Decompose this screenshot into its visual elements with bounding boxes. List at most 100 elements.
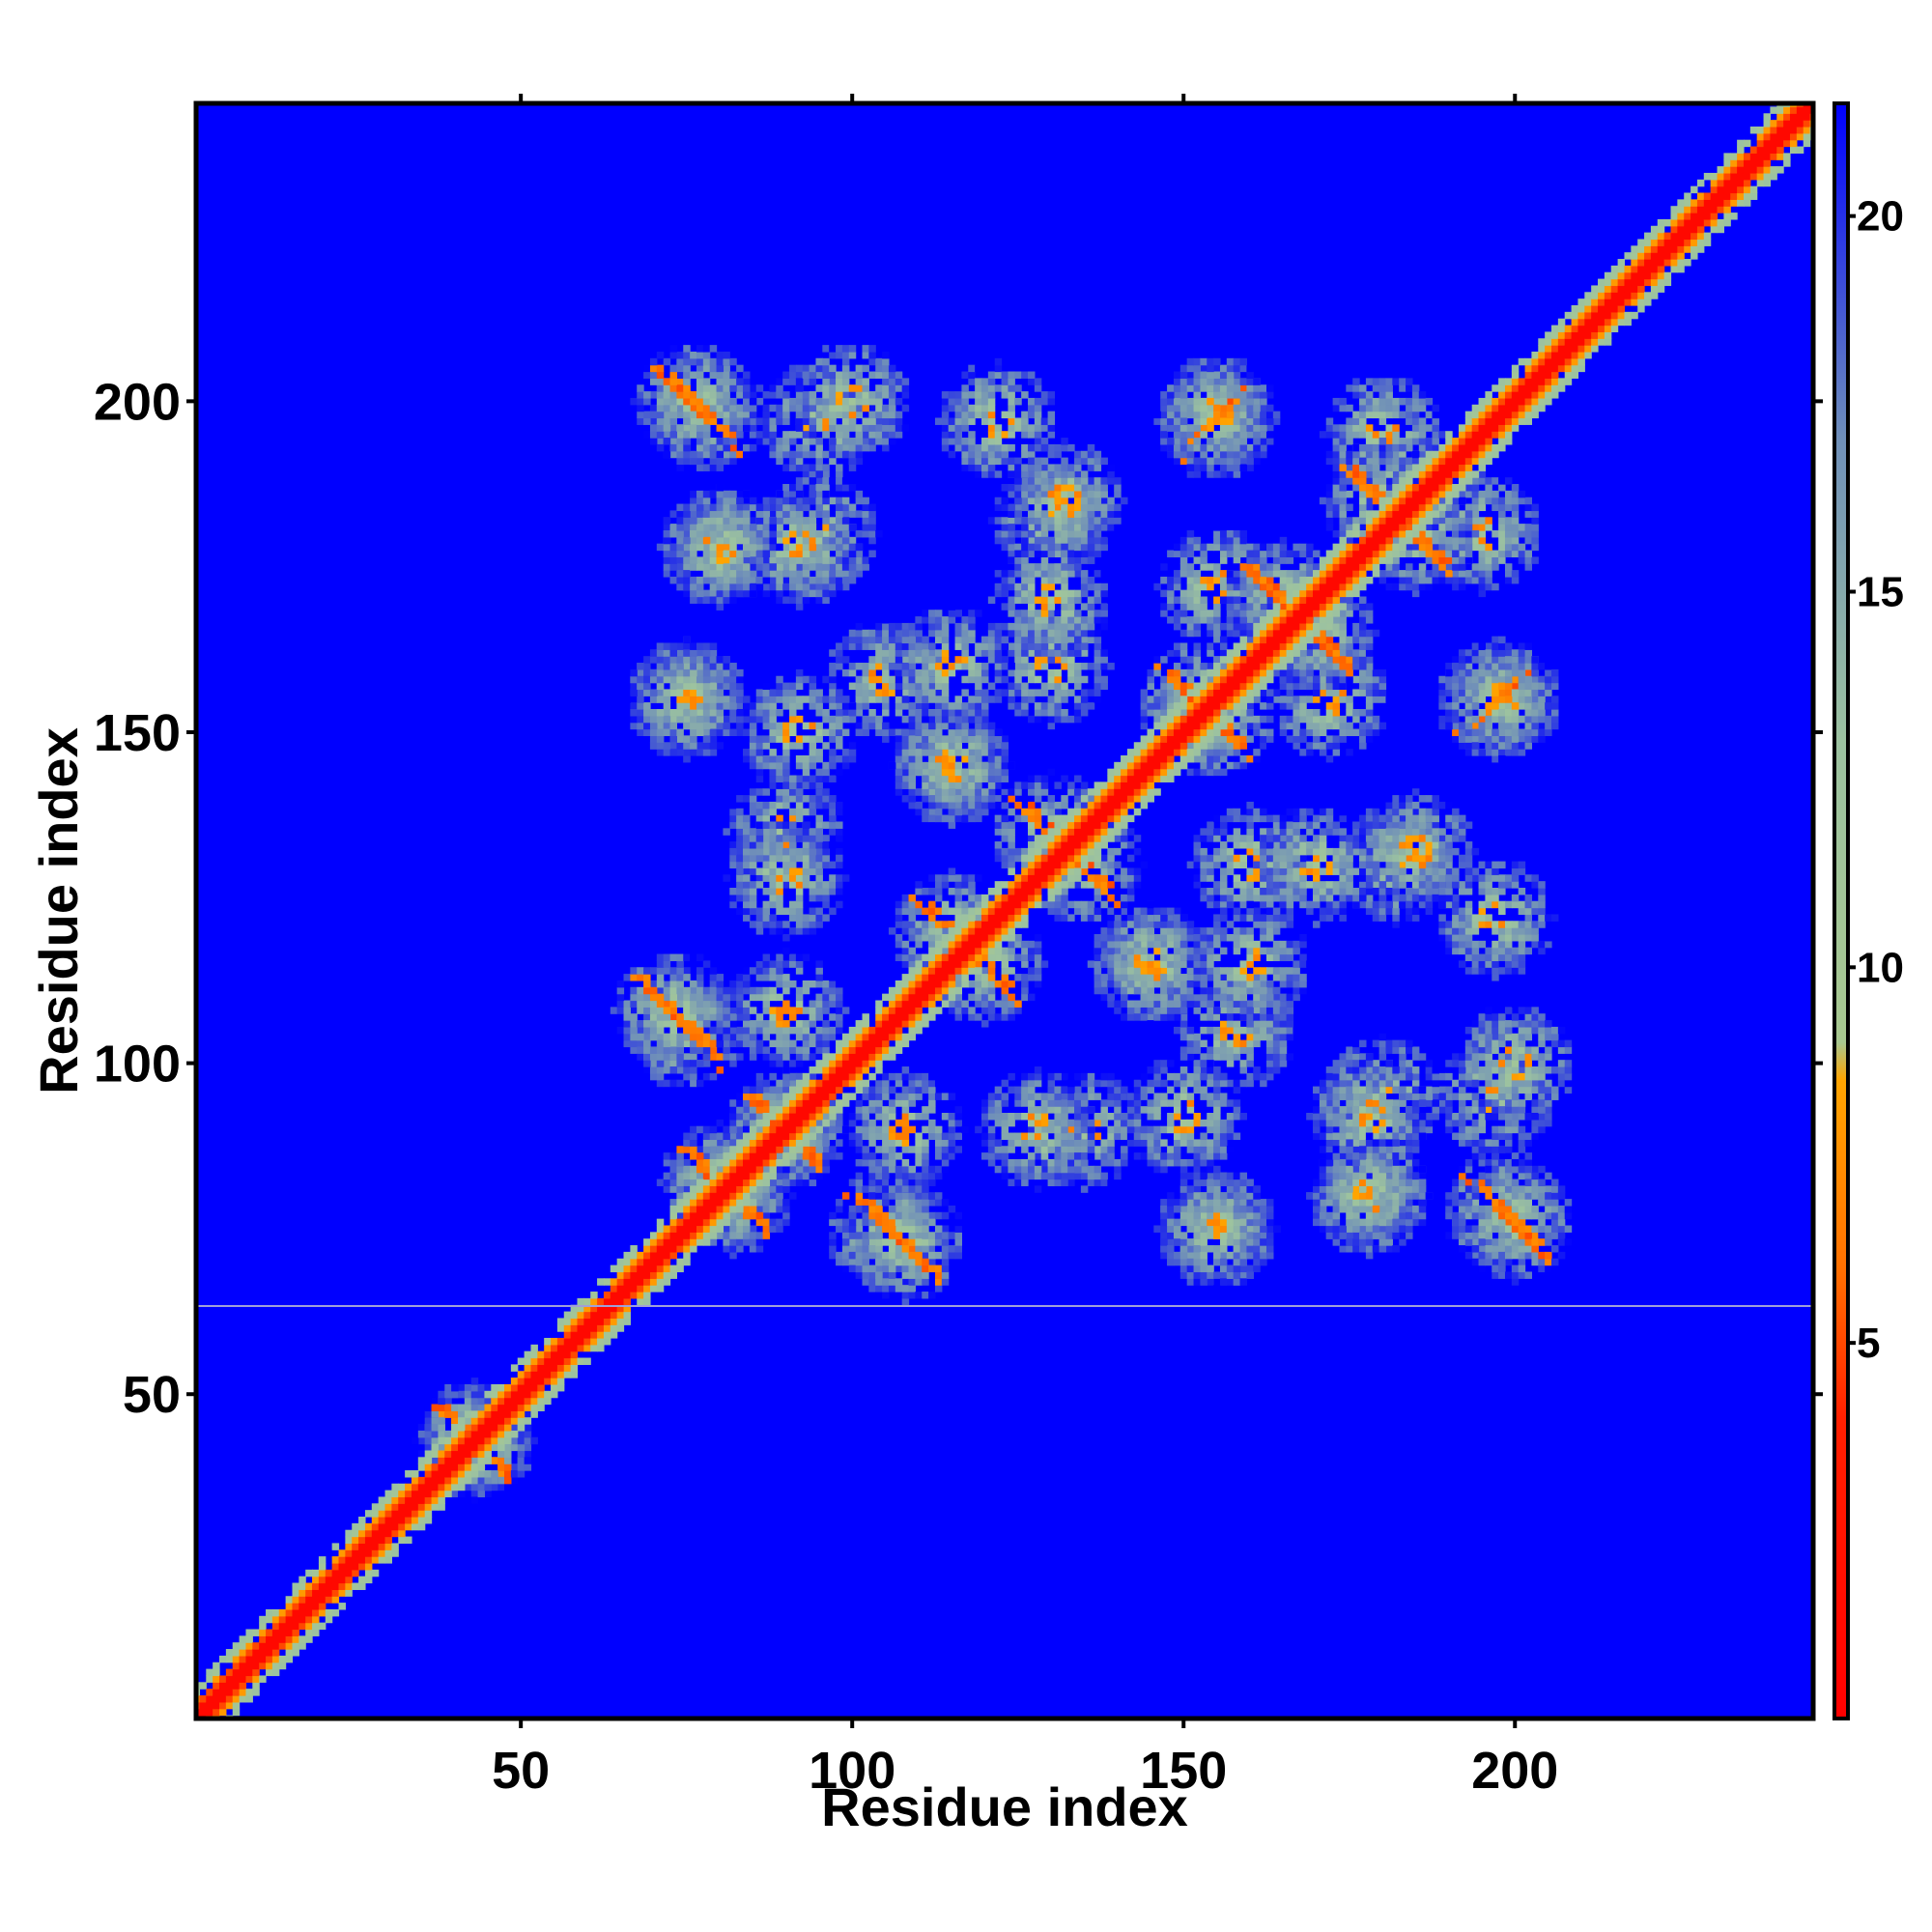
contact-cell bbox=[822, 417, 830, 425]
contact-cell bbox=[1372, 1185, 1380, 1193]
contact-cell bbox=[1260, 450, 1267, 459]
contact-cell bbox=[1306, 668, 1314, 677]
contact-cell bbox=[1458, 888, 1466, 895]
contact-cell bbox=[1272, 993, 1281, 1002]
contact-cell bbox=[782, 563, 790, 571]
contact-cell bbox=[1332, 749, 1341, 756]
contact-cell bbox=[1478, 503, 1486, 512]
contact-cell bbox=[1299, 649, 1307, 657]
contact-cell bbox=[875, 642, 883, 650]
contact-cell bbox=[1339, 464, 1347, 471]
contact-cell bbox=[1306, 742, 1314, 750]
contact-cell bbox=[1047, 696, 1056, 703]
contact-cell bbox=[1492, 550, 1499, 557]
contact-cell bbox=[676, 649, 684, 657]
contact-cell bbox=[1207, 622, 1214, 631]
contact-cell bbox=[1458, 1172, 1466, 1180]
contact-cell bbox=[1464, 649, 1473, 657]
contact-cell bbox=[1365, 616, 1374, 624]
contact-cell bbox=[1313, 656, 1321, 664]
contact-cell bbox=[1498, 881, 1506, 889]
contact-cell bbox=[809, 477, 817, 485]
contact-cell bbox=[1008, 384, 1015, 392]
contact-cell bbox=[1346, 536, 1353, 545]
contact-cell bbox=[1286, 1007, 1294, 1014]
contact-cell bbox=[1399, 1066, 1406, 1074]
contact-cell bbox=[1339, 490, 1347, 498]
contact-cell bbox=[1492, 888, 1499, 895]
contact-cell bbox=[749, 431, 757, 439]
contact-cell bbox=[1293, 1026, 1300, 1035]
contact-cell bbox=[755, 431, 764, 439]
contact-cell bbox=[1518, 907, 1526, 916]
contact-cell bbox=[683, 543, 691, 552]
contact-cell bbox=[1471, 1146, 1480, 1153]
contact-cell bbox=[1008, 397, 1015, 406]
contact-cell bbox=[882, 622, 890, 631]
contact-cell bbox=[1531, 536, 1539, 545]
contact-cell bbox=[1265, 1046, 1274, 1054]
contact-cell bbox=[1179, 596, 1188, 604]
contact-cell bbox=[1325, 682, 1334, 691]
contact-cell bbox=[1359, 443, 1367, 452]
contact-cell bbox=[1313, 675, 1321, 684]
contact-cell bbox=[1518, 702, 1526, 710]
contact-cell bbox=[1306, 722, 1314, 730]
contact-cell bbox=[736, 702, 744, 710]
contact-cell bbox=[1378, 1033, 1387, 1041]
contact-cell bbox=[1226, 1185, 1235, 1193]
contact-cell bbox=[1339, 722, 1347, 730]
contact-cell bbox=[1478, 1146, 1486, 1153]
contact-cell bbox=[709, 556, 718, 564]
contact-cell bbox=[736, 364, 744, 373]
contact-cell bbox=[1207, 986, 1214, 995]
contact-cell bbox=[729, 443, 737, 452]
contact-cell bbox=[1286, 675, 1294, 684]
contact-cell bbox=[948, 417, 956, 425]
contact-cell bbox=[1213, 543, 1221, 552]
contact-cell bbox=[709, 563, 718, 571]
contact-cell bbox=[1239, 894, 1248, 902]
contact-cell bbox=[1219, 1026, 1228, 1035]
contact-cell bbox=[1458, 1211, 1466, 1220]
contact-cell bbox=[1021, 424, 1029, 432]
contact-cell bbox=[782, 484, 790, 492]
contact-cell bbox=[1498, 524, 1506, 531]
contact-cell bbox=[1545, 1119, 1552, 1127]
contact-cell bbox=[1339, 1053, 1347, 1061]
contact-cell bbox=[690, 524, 697, 531]
contact-cell bbox=[1179, 1205, 1188, 1213]
contact-cell bbox=[1339, 629, 1347, 638]
contact-cell bbox=[1399, 536, 1406, 545]
contact-cell bbox=[1485, 960, 1492, 968]
contact-cell bbox=[1087, 550, 1095, 557]
contact-cell bbox=[1458, 1099, 1466, 1107]
contact-cell bbox=[1332, 649, 1341, 657]
contact-cell bbox=[1452, 668, 1460, 677]
contact-cell bbox=[1233, 536, 1241, 545]
contact-cell bbox=[1219, 589, 1228, 598]
contact-cell bbox=[1200, 543, 1208, 552]
contact-cell bbox=[1378, 874, 1387, 882]
contact-cell bbox=[1014, 642, 1022, 650]
contact-cell bbox=[888, 728, 896, 737]
contact-cell bbox=[1173, 596, 1181, 604]
contact-cell bbox=[1226, 854, 1235, 863]
contact-cell bbox=[1545, 1072, 1552, 1081]
contact-cell bbox=[1193, 536, 1201, 545]
contact-cell bbox=[1279, 603, 1288, 611]
contact-cell bbox=[1246, 894, 1254, 902]
contact-cell bbox=[1200, 1000, 1208, 1008]
contact-cell bbox=[755, 397, 764, 406]
contact-cell bbox=[1352, 1199, 1360, 1207]
contact-cell bbox=[1524, 497, 1533, 505]
contact-cell bbox=[1378, 443, 1387, 452]
contact-cell bbox=[1047, 411, 1056, 419]
contact-cell bbox=[782, 411, 790, 419]
contact-cell bbox=[994, 438, 1003, 445]
contact-cell bbox=[1279, 582, 1288, 591]
contact-cell bbox=[1306, 696, 1314, 703]
contact-cell bbox=[901, 656, 910, 664]
contact-cell bbox=[1372, 1039, 1380, 1048]
contact-cell bbox=[987, 391, 996, 399]
